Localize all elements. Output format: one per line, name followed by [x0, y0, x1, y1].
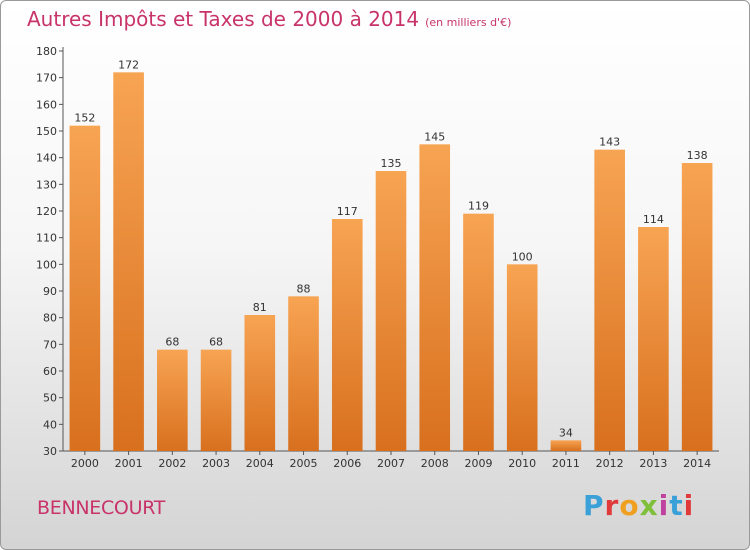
data-label-2014: 138	[687, 149, 708, 162]
y-tick-label: 70	[43, 338, 57, 351]
logo-letter: o	[619, 489, 640, 522]
data-label-2010: 100	[512, 250, 533, 263]
y-tick-label: 50	[43, 392, 57, 405]
bar-2011	[550, 440, 582, 451]
bar-2002	[157, 349, 188, 451]
y-tick-label: 110	[36, 232, 57, 245]
y-tick-label: 140	[36, 152, 57, 165]
chart-title: Autres Impôts et Taxes de 2000 à 2014 (en…	[27, 7, 511, 31]
data-label-2013: 114	[643, 213, 664, 226]
y-tick-label: 30	[43, 445, 57, 458]
y-tick-label: 150	[36, 125, 57, 138]
bar-2013	[638, 227, 669, 451]
x-tick-label-2009: 2009	[464, 457, 492, 470]
y-tick-label: 40	[43, 418, 57, 431]
place-name: BENNECOURT	[37, 497, 166, 519]
bar-2007	[375, 171, 407, 451]
bar-2008	[419, 144, 451, 452]
x-tick-label-2008: 2008	[421, 457, 449, 470]
data-label-2009: 119	[468, 200, 489, 213]
bar-2010	[506, 264, 538, 451]
bar-2012	[594, 149, 625, 451]
y-tick-label: 130	[36, 178, 57, 191]
y-tick-label: 90	[43, 285, 57, 298]
y-tick-label: 60	[43, 365, 57, 378]
bar-2001	[113, 72, 144, 451]
data-label-2004: 81	[253, 301, 267, 314]
x-tick-label-2001: 2001	[115, 457, 143, 470]
data-label-2008: 145	[424, 130, 445, 143]
x-tick-label-2010: 2010	[508, 457, 536, 470]
logo-letter: r	[604, 489, 620, 522]
data-label-2007: 135	[381, 157, 402, 170]
bar-2003	[200, 349, 232, 451]
y-tick-label: 80	[43, 312, 57, 325]
x-tick-label-2005: 2005	[290, 457, 318, 470]
x-tick-label-2004: 2004	[246, 457, 274, 470]
data-label-2006: 117	[337, 205, 358, 218]
x-tick-label-2000: 2000	[71, 457, 99, 470]
bar-2014	[681, 163, 713, 451]
bar-2000	[69, 125, 101, 452]
bar-2006	[331, 219, 363, 451]
x-tick-label-2011: 2011	[552, 457, 580, 470]
logo-letter: P	[583, 489, 605, 522]
x-tick-label-2013: 2013	[639, 457, 667, 470]
logo-letter: t	[669, 489, 684, 522]
x-tick-label-2003: 2003	[202, 457, 230, 470]
chart-unit: (en milliers d'€)	[425, 16, 512, 29]
data-label-2003: 68	[209, 336, 223, 349]
y-tick-label: 120	[36, 205, 57, 218]
bar-2004	[244, 315, 276, 451]
y-tick-label: 180	[36, 45, 57, 58]
chart-title-text: Autres Impôts et Taxes de 2000 à 2014	[27, 7, 420, 31]
data-label-2000: 152	[74, 112, 95, 125]
bar-2009	[463, 213, 494, 451]
data-label-2012: 143	[599, 136, 620, 149]
y-tick-label: 160	[36, 98, 57, 111]
x-tick-label-2007: 2007	[377, 457, 405, 470]
data-label-2001: 172	[118, 58, 139, 71]
logo-letter: i	[683, 489, 695, 522]
x-tick-label-2012: 2012	[596, 457, 624, 470]
x-tick-label-2006: 2006	[333, 457, 361, 470]
bar-2005	[288, 296, 319, 451]
x-tick-label-2002: 2002	[158, 457, 186, 470]
logo-letter: i	[658, 489, 670, 522]
proxiti-logo: Proxiti	[583, 489, 694, 522]
data-label-2011: 34	[559, 426, 573, 439]
data-label-2002: 68	[165, 336, 179, 349]
y-tick-label: 170	[36, 72, 57, 85]
x-tick-label-2014: 2014	[683, 457, 711, 470]
logo-letter: x	[639, 489, 659, 522]
data-label-2005: 88	[297, 282, 311, 295]
y-tick-label: 100	[36, 258, 57, 271]
